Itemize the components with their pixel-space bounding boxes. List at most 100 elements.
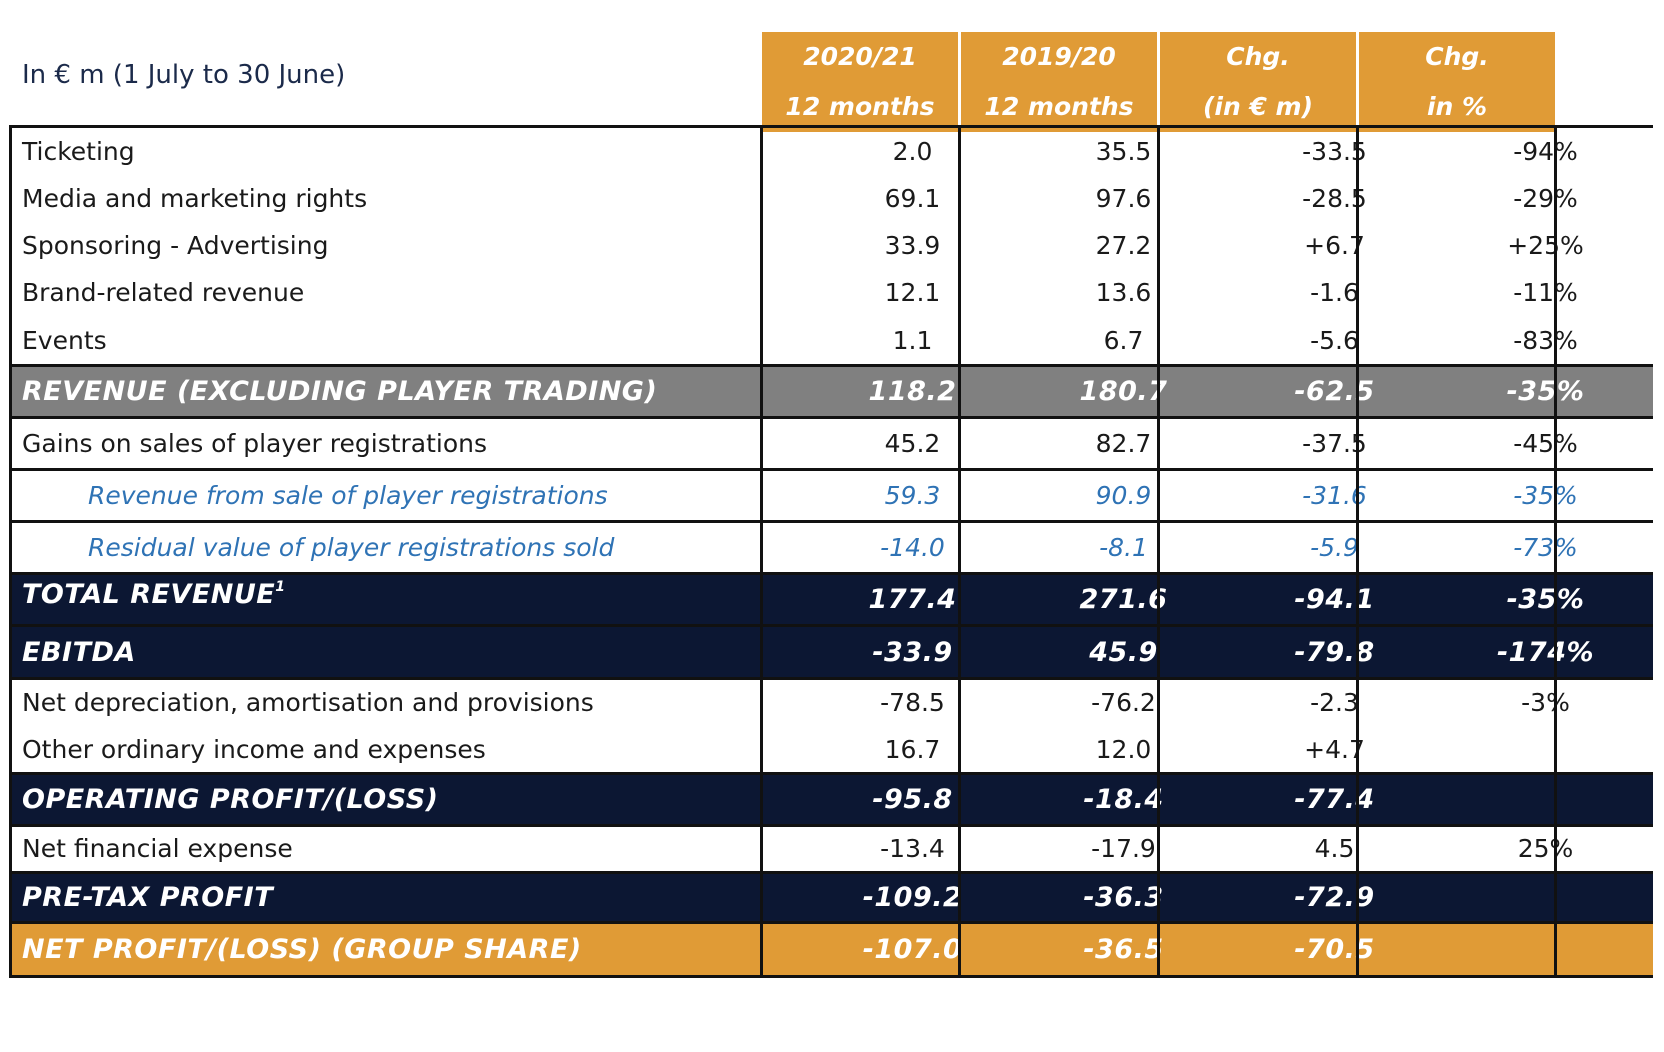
value-cell: 2.0 (892, 137, 933, 166)
value-cell: -31.6 (1302, 480, 1367, 510)
row-label: Sponsoring - Advertising (22, 231, 329, 260)
table-row: Revenue from sale of player registration… (10, 469, 1653, 521)
table-row: Net depreciation, amortisation and provi… (10, 679, 1653, 726)
table-divider (10, 572, 1653, 575)
table-row: Other ordinary income and expenses 16.7 12… (10, 726, 1653, 773)
value-cell: 59.3 (884, 480, 941, 510)
value-cell: 45.2 (884, 428, 941, 458)
value-cell: -107.0 (862, 933, 963, 965)
value-cell: -28.5 (1302, 184, 1367, 213)
column-divider (1554, 125, 1557, 978)
unit-label: In € m (1 July to 30 June) (22, 60, 346, 90)
value-cell: -76.2 (1091, 688, 1156, 717)
column-header-line2: 12 months (984, 92, 1134, 121)
table-row: TOTAL REVENUE 1 177.4 271.6 -94.1 -35% (10, 573, 1653, 625)
value-cell: 35.5 (1095, 137, 1152, 166)
value-cell: -33.5 (1302, 137, 1367, 166)
value-cell: 12.0 (1095, 735, 1152, 764)
value-cell: 69.1 (884, 184, 941, 213)
value-cell: -18.4 (1083, 783, 1164, 815)
row-label: REVENUE (EXCLUDING PLAYER TRADING) (22, 375, 658, 407)
value-cell: 90.9 (1095, 480, 1152, 510)
table-row: NET PROFIT/(LOSS) (GROUP SHARE) -107.0 -36… (10, 922, 1653, 976)
value-cell: 16.7 (884, 735, 941, 764)
value-cell: -45% (1513, 428, 1578, 458)
value-cell: -83% (1513, 326, 1578, 355)
value-cell: -94% (1513, 137, 1578, 166)
value-cell: -35% (1506, 583, 1585, 615)
column-header-2020-21: 2020/21 12 months (762, 32, 958, 132)
value-cell: 118.2 (868, 375, 957, 407)
table-row: Net financial expense -13.4 -17.9 4.5 25% (10, 825, 1653, 872)
column-header-line1: 2020/21 (803, 42, 917, 71)
value-cell: -35% (1506, 375, 1585, 407)
value-cell: -29% (1513, 184, 1578, 213)
column-divider (760, 125, 763, 978)
table-divider (10, 624, 1653, 627)
value-cell: -174% (1496, 636, 1595, 668)
column-header-line2: (in € m) (1202, 92, 1314, 121)
column-divider (958, 125, 961, 978)
column-header-2019-20: 2019/20 12 months (961, 32, 1157, 132)
value-cell: -3% (1521, 688, 1570, 717)
value-cell: -35% (1513, 480, 1578, 510)
value-cell: -95.8 (872, 783, 953, 815)
value-cell: -36.3 (1083, 881, 1164, 913)
value-cell: -62.5 (1294, 375, 1375, 407)
column-header-line2: in % (1426, 92, 1488, 121)
table-row: Gains on sales of player registrations 45… (10, 417, 1653, 469)
row-label: EBITDA (22, 636, 136, 668)
row-label: Revenue from sale of player registration… (88, 480, 608, 510)
row-label: NET PROFIT/(LOSS) (GROUP SHARE) (22, 933, 582, 965)
value-cell: -109.2 (862, 881, 963, 913)
row-label: Ticketing (22, 137, 135, 166)
value-cell (1440, 773, 1651, 825)
table-row: Ticketing 2.0 35.5 -33.5 -94% (10, 128, 1653, 175)
value-cell: 27.2 (1095, 231, 1152, 260)
row-label: OPERATING PROFIT/(LOSS) (22, 783, 439, 815)
row-label: Net financial expense (22, 834, 293, 863)
value-cell: 6.7 (1103, 326, 1144, 355)
footnote-marker: 1 (275, 579, 286, 595)
table-divider (10, 677, 1653, 680)
column-divider (1356, 125, 1359, 978)
column-header-chg-pct: Chg. in % (1359, 32, 1555, 132)
table-row: PRE-TAX PROFIT -109.2 -36.3 -72.9 (10, 872, 1653, 922)
value-cell: -2.3 (1310, 688, 1359, 717)
column-divider (9, 125, 12, 978)
table-row: Media and marketing rights 69.1 97.6 -28.5 -… (10, 175, 1653, 222)
value-cell: 45.9 (1089, 636, 1158, 668)
value-cell: 82.7 (1095, 428, 1152, 458)
table-divider (10, 772, 1653, 775)
value-cell: -33.9 (872, 636, 953, 668)
value-cell: -70.5 (1294, 933, 1375, 965)
table-row: Events 1.1 6.7 -5.6 -83% (10, 316, 1653, 365)
table-divider (10, 416, 1653, 419)
table-divider (10, 871, 1653, 874)
value-cell: -1.6 (1310, 278, 1359, 307)
column-header-line1: Chg. (1226, 42, 1290, 71)
value-cell (1440, 872, 1651, 922)
row-label: Brand-related revenue (22, 278, 305, 307)
value-cell: -37.5 (1302, 428, 1367, 458)
row-label: Media and marketing rights (22, 184, 368, 213)
value-cell: -73% (1513, 532, 1578, 562)
value-cell: 33.9 (884, 231, 941, 260)
table-divider (10, 975, 1653, 978)
value-cell: -5.6 (1310, 326, 1359, 355)
value-cell: +6.7 (1304, 231, 1365, 260)
row-label: TOTAL REVENUE 1 (22, 579, 286, 610)
table-divider (10, 125, 1653, 128)
value-cell: -5.9 (1310, 532, 1359, 562)
value-cell: -78.5 (880, 688, 945, 717)
row-label: Gains on sales of player registrations (22, 428, 488, 458)
table-row: Sponsoring - Advertising 33.9 27.2 +6.7 +25% (10, 222, 1653, 269)
value-cell: -79.8 (1294, 636, 1375, 668)
table-divider (10, 364, 1653, 367)
table-row: Brand-related revenue 12.1 13.6 -1.6 -11% (10, 269, 1653, 316)
value-cell: -8.1 (1099, 532, 1148, 562)
table-row: OPERATING PROFIT/(LOSS) -95.8 -18.4 -77.4 (10, 773, 1653, 825)
table-divider (10, 520, 1653, 523)
column-header-chg-eur: Chg. (in € m) (1160, 32, 1356, 132)
column-header-line2: 12 months (785, 92, 935, 121)
